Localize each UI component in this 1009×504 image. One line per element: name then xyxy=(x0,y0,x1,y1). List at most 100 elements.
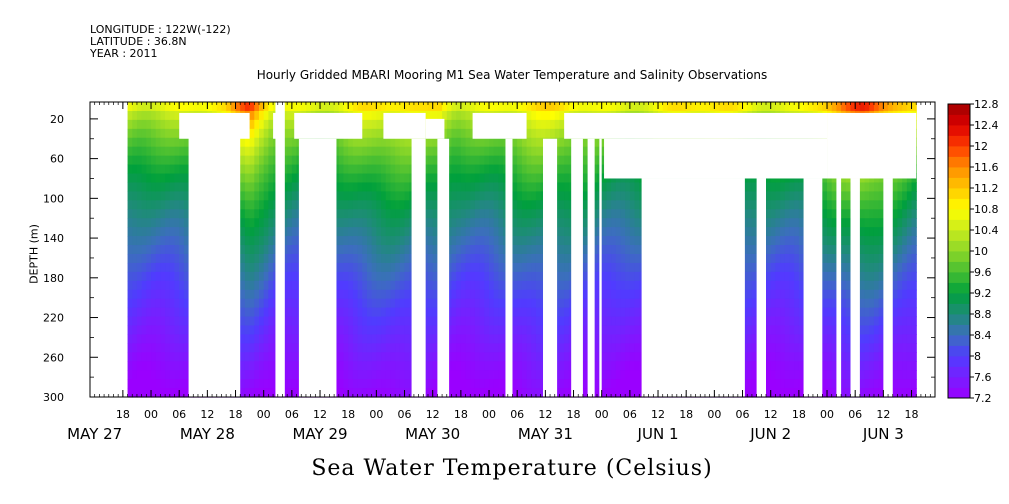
heat-cell xyxy=(460,271,467,282)
heat-cell xyxy=(282,334,288,344)
heat-cell xyxy=(780,379,786,389)
heat-cell xyxy=(446,379,453,389)
heat-cell xyxy=(291,325,298,336)
heat-cell xyxy=(155,137,162,148)
heat-cell xyxy=(620,316,626,327)
heat-cell xyxy=(465,334,471,344)
heat-cell xyxy=(493,191,500,201)
heat-cell xyxy=(451,280,457,291)
heat-cell xyxy=(404,155,410,166)
heat-cell xyxy=(526,334,532,344)
heat-cell xyxy=(240,298,246,309)
heat-cell xyxy=(287,128,293,139)
heat-cell xyxy=(766,236,772,246)
heat-cell xyxy=(146,352,152,362)
heat-cell xyxy=(174,307,180,318)
heat-cell xyxy=(366,191,373,201)
heat-cell xyxy=(334,155,340,166)
heat-cell xyxy=(362,388,368,398)
heat-cell xyxy=(287,361,293,371)
heat-cell xyxy=(390,343,396,353)
heat-cell xyxy=(259,155,265,166)
heat-cell xyxy=(498,146,504,157)
heat-cell xyxy=(428,227,434,237)
heat-cell xyxy=(376,236,382,246)
heat-cell xyxy=(582,352,589,362)
heat-cell xyxy=(742,253,748,264)
heat-cell xyxy=(592,218,598,228)
heat-cell xyxy=(169,334,176,344)
heat-cell xyxy=(770,370,776,380)
heat-cell xyxy=(484,253,490,264)
heat-cell xyxy=(291,173,298,184)
heat-cell xyxy=(766,102,772,112)
heat-cell xyxy=(362,146,368,157)
heat-cell xyxy=(338,245,345,255)
heat-cell xyxy=(141,155,147,166)
heat-cell xyxy=(446,102,453,112)
heat-cell xyxy=(742,379,748,389)
heat-cell xyxy=(559,271,565,282)
heat-cell xyxy=(474,164,481,175)
heat-cell xyxy=(601,316,607,327)
heat-cell xyxy=(169,146,176,157)
heat-cell xyxy=(155,128,162,139)
heat-cell xyxy=(460,102,467,112)
heat-cell xyxy=(376,164,382,175)
heat-cell xyxy=(141,173,147,184)
heat-cell xyxy=(352,227,359,237)
heat-cell xyxy=(263,164,269,175)
heat-cell xyxy=(174,146,180,157)
heat-cell xyxy=(629,370,636,380)
heat-cell xyxy=(751,271,758,282)
heat-cell xyxy=(404,316,410,327)
heat-cell xyxy=(423,271,429,282)
heat-cell xyxy=(249,271,255,282)
heat-cell xyxy=(240,164,246,175)
heat-cell xyxy=(615,325,622,336)
heat-cell xyxy=(385,334,392,344)
heat-cell xyxy=(146,182,152,192)
heat-cell xyxy=(625,253,631,264)
heat-cell xyxy=(474,245,481,255)
heat-cell xyxy=(179,370,185,380)
heat-cell xyxy=(362,343,368,353)
heat-cell xyxy=(428,298,434,309)
heat-cell xyxy=(399,343,406,353)
heat-cell xyxy=(451,271,457,282)
heat-cell xyxy=(132,289,138,300)
heat-cell xyxy=(249,245,255,255)
heat-cell xyxy=(766,325,772,336)
heat-cell xyxy=(451,379,457,389)
heat-cell xyxy=(493,379,500,389)
heat-cell xyxy=(287,307,293,318)
heat-cell xyxy=(428,289,434,300)
heat-cell xyxy=(601,343,607,353)
heat-cell xyxy=(766,307,772,318)
heat-cell xyxy=(385,146,392,157)
heat-cell xyxy=(559,388,565,398)
heat-cell xyxy=(517,164,523,175)
heat-cell xyxy=(151,146,157,157)
heat-cell xyxy=(432,280,438,291)
heat-cell xyxy=(822,191,828,201)
heat-cell xyxy=(517,298,523,309)
heat-cell xyxy=(338,316,345,327)
heat-cell xyxy=(493,325,500,336)
heat-cell xyxy=(174,298,180,309)
heat-cell xyxy=(179,164,185,175)
heat-cell xyxy=(827,182,833,192)
heat-cell xyxy=(498,280,504,291)
heat-cell xyxy=(512,173,518,184)
heat-cell xyxy=(629,307,636,318)
heat-cell xyxy=(465,155,471,166)
heat-cell xyxy=(611,370,617,380)
heat-cell xyxy=(395,253,401,264)
heat-cell xyxy=(395,155,401,166)
heat-cell xyxy=(151,352,157,362)
heat-cell xyxy=(592,200,598,210)
heat-cell xyxy=(526,343,532,353)
heat-cell xyxy=(831,307,838,318)
heat-cell xyxy=(254,298,260,309)
heat-cell xyxy=(146,200,152,210)
